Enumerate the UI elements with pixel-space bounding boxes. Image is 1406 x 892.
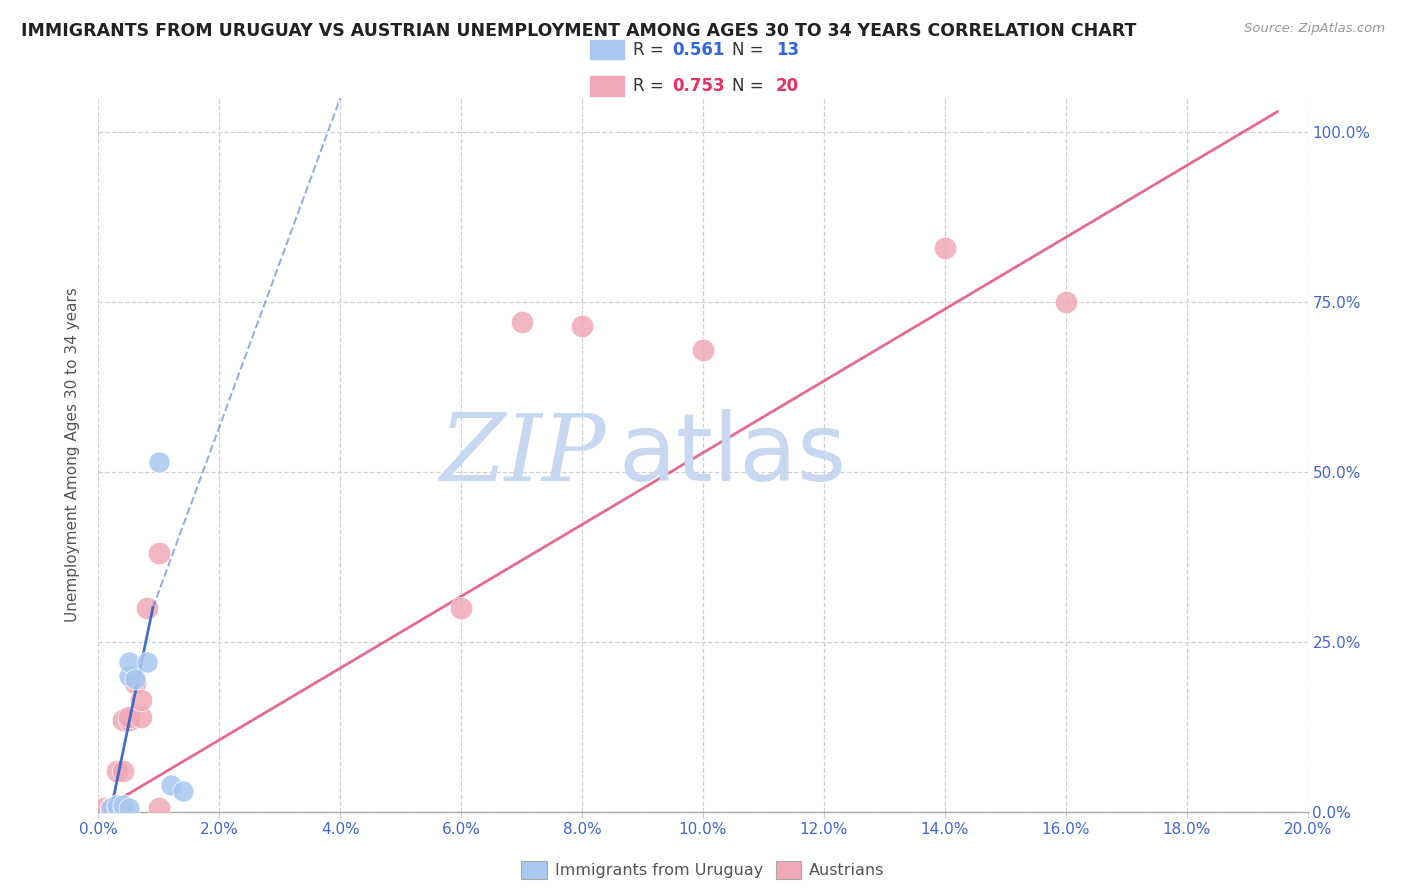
Point (124, 675, 146, 690)
Point (129, 692, 152, 706)
Text: ZIP: ZIP (440, 410, 606, 500)
Text: N =: N = (731, 40, 769, 59)
Point (93, 801, 115, 815)
Point (148, 455, 170, 469)
Point (105, 801, 128, 815)
Point (172, 784, 194, 798)
Point (118, 669, 141, 683)
Point (124, 672, 146, 686)
Point (105, 797, 128, 812)
Text: 13: 13 (776, 40, 799, 59)
Point (129, 709, 152, 723)
Text: Source: ZipAtlas.com: Source: ZipAtlas.com (1244, 22, 1385, 36)
Legend: Immigrants from Uruguay, Austrians: Immigrants from Uruguay, Austrians (515, 855, 891, 886)
Point (135, 655, 157, 669)
Point (160, 778, 183, 792)
Text: atlas: atlas (619, 409, 846, 501)
Text: R =: R = (633, 40, 669, 59)
Point (118, 655, 141, 669)
Point (111, 764, 134, 778)
Point (692, 343, 714, 357)
Bar (589, 75, 626, 96)
Text: 0.753: 0.753 (672, 77, 724, 95)
Point (111, 713, 134, 727)
Point (100, 801, 122, 815)
Point (934, 241, 956, 255)
Point (148, 546, 170, 560)
Text: R =: R = (633, 77, 669, 95)
Point (105, 764, 128, 778)
Text: IMMIGRANTS FROM URUGUAY VS AUSTRIAN UNEMPLOYMENT AMONG AGES 30 TO 34 YEARS CORRE: IMMIGRANTS FROM URUGUAY VS AUSTRIAN UNEM… (21, 22, 1136, 40)
Point (118, 801, 141, 815)
Point (100, 801, 122, 815)
Text: 0.561: 0.561 (672, 40, 724, 59)
Point (100, 801, 122, 815)
Point (571, 318, 593, 333)
Y-axis label: Unemployment Among Ages 30 to 34 years: Unemployment Among Ages 30 to 34 years (65, 287, 80, 623)
Text: N =: N = (731, 77, 769, 95)
Bar (589, 39, 626, 60)
Text: 20: 20 (776, 77, 799, 95)
Point (450, 600, 472, 615)
Point (1054, 295, 1077, 310)
Point (148, 801, 170, 815)
Point (135, 600, 157, 615)
Point (111, 801, 134, 815)
Point (118, 713, 141, 727)
Point (118, 709, 141, 723)
Point (510, 315, 533, 329)
Point (111, 797, 134, 812)
